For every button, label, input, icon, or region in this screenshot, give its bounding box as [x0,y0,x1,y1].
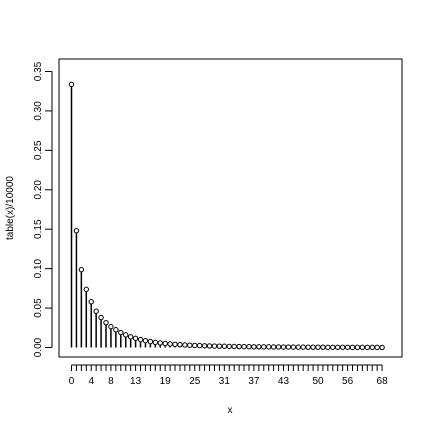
point-50 [315,344,321,350]
point-28 [206,343,213,349]
point-3 [83,286,89,293]
x-tick-label: 8 [108,376,114,387]
x-tick-label: 43 [278,376,290,387]
point-2 [78,266,85,273]
stems-group [70,84,383,348]
point-48 [305,344,311,350]
point-57 [349,344,356,351]
point-20 [167,341,173,347]
point-47 [300,344,306,350]
point-22 [177,341,183,348]
point-41 [270,344,277,350]
y-tick-label: 0.05 [33,298,44,318]
point-21 [172,341,178,348]
y-tick-label: 0.10 [33,258,44,278]
x-tick-label: 50 [312,376,324,387]
point-35 [241,343,247,350]
point-10 [118,329,124,336]
point-53 [330,344,336,350]
x-tick-label: 13 [130,376,142,387]
y-tick-label: 0.00 [33,337,44,357]
point-18 [157,340,163,346]
point-42 [275,344,282,350]
point-44 [285,344,292,350]
point-52 [325,344,331,350]
x-tick-label: 37 [248,376,260,387]
point-31 [221,343,228,349]
point-43 [280,344,287,350]
point-0 [68,81,75,88]
point-45 [290,344,297,350]
x-tick-label: 31 [219,376,231,387]
point-25 [192,342,198,349]
y-tick-label: 0.25 [33,140,44,160]
point-62 [374,344,380,351]
points-group [68,81,385,351]
point-24 [187,342,193,348]
point-38 [256,344,262,350]
point-11 [123,332,129,338]
point-30 [216,343,223,349]
point-4 [88,299,94,305]
point-17 [152,339,159,346]
point-33 [231,343,237,350]
x-tick-label: 56 [342,376,354,387]
point-1 [73,228,80,234]
point-23 [182,342,188,348]
point-8 [108,323,114,330]
x-axis-label: x [228,405,233,416]
point-46 [295,344,301,350]
point-54 [335,344,341,350]
x-tick-label: 0 [69,376,75,387]
point-40 [266,344,272,350]
point-7 [103,319,109,326]
x-tick-label: 68 [377,376,389,387]
point-13 [132,335,139,341]
point-58 [354,344,361,351]
point-60 [364,344,370,351]
point-32 [226,343,232,350]
point-61 [369,344,375,351]
point-37 [251,344,257,350]
point-9 [113,327,119,333]
point-16 [147,338,154,345]
y-tick-label: 0.15 [33,219,44,239]
point-19 [162,340,168,347]
plot-frame [58,58,403,358]
x-tick-label: 19 [160,376,172,387]
point-14 [137,336,144,343]
point-15 [142,337,149,344]
point-5 [93,308,99,314]
y-tick-label: 0.35 [33,61,44,81]
y-axis-label: table(x)/10000 [5,176,16,240]
point-39 [261,344,267,350]
point-51 [320,344,326,350]
point-29 [211,343,218,349]
point-36 [246,344,252,350]
x-tick-label: 4 [88,376,94,387]
y-tick-label: 0.30 [33,101,44,121]
point-27 [201,343,208,349]
point-6 [98,314,104,321]
point-34 [236,343,242,350]
x-axis: 0 4 8 13 19 25 31 37 43 50 56 68 [69,364,389,387]
point-26 [196,342,203,349]
y-axis: 0.00 0.05 0.10 0.15 0.20 0.25 0.30 0.35 [33,61,53,357]
point-59 [359,344,366,351]
point-56 [344,344,351,350]
x-tick-label: 25 [189,376,201,387]
point-12 [127,334,134,340]
point-49 [310,344,316,350]
y-tick-label: 0.20 [33,180,44,200]
point-68 [379,344,385,351]
point-55 [339,344,346,350]
